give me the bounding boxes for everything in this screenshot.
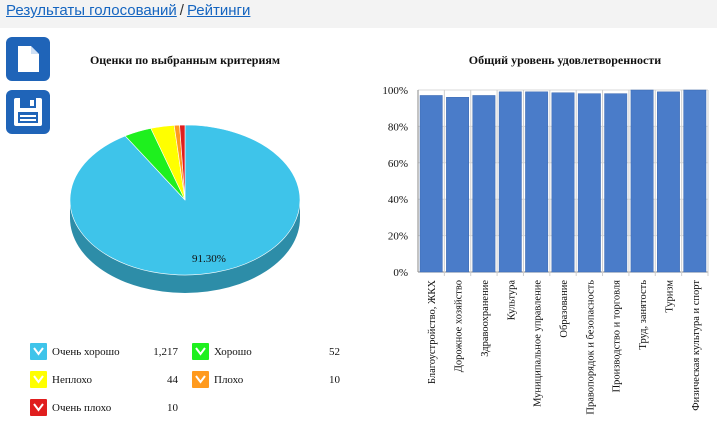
x-tick-label: Физическая культура и спорт [691,280,702,411]
y-tick-label: 40% [388,194,408,206]
y-tick-label: 60% [388,158,408,170]
breadcrumb-link-voting-results[interactable]: Результаты голосований [6,2,177,19]
floppy-disk-icon [14,98,42,126]
legend-item-good[interactable]: Хорошо 52 [192,342,352,362]
x-tick-label: Производство и торговля [612,280,623,393]
pie-chart: 91.30% [60,115,310,305]
legend-count: 1,217 [153,346,178,358]
y-tick-label: 80% [388,121,408,133]
pie-depth [70,200,300,293]
chevron-down-icon [192,343,209,360]
pie-slice-very-good[interactable] [69,124,301,276]
legend-label: Плохо [214,374,244,386]
bar[interactable] [657,91,680,273]
chevron-down-icon [30,399,47,416]
legend-item-not-bad[interactable]: Неплохо 44 [30,370,190,390]
legend-label: Неплохо [52,374,93,386]
x-tick-label: Туризм [664,280,675,313]
legend-label: Хорошо [214,346,252,358]
bar[interactable] [498,91,522,273]
x-tick-label: Муниципальное управление [533,280,544,407]
legend-count: 10 [329,374,340,386]
bar[interactable] [683,89,707,273]
x-tick-label: Правопорядок и безопасность [585,280,596,415]
chevron-down-icon [30,343,47,360]
x-tick-label: Образование [559,280,570,338]
new-document-button[interactable] [6,37,50,81]
x-tick-label: Дорожное хозяйство [454,280,465,372]
bar[interactable] [630,89,654,273]
bar-chart: 0% 20% 40% 60% 80% 100% Благоустройство, ЖКХ До… [370,80,715,435]
bar[interactable] [419,95,443,273]
chevron-down-icon [192,371,209,388]
chevron-down-icon [30,371,47,388]
y-tick-label: 20% [388,231,408,243]
bar[interactable] [577,93,601,273]
legend-label: Очень хорошо [52,346,120,358]
legend-count: 52 [329,346,340,358]
breadcrumb-separator: / [179,2,184,19]
bar[interactable] [525,91,549,273]
y-tick-label: 100% [382,85,408,97]
legend-item-very-bad[interactable]: Очень плохо 10 [30,398,190,418]
legend-label: Очень плохо [52,402,112,414]
pie-chart-title: Оценки по выбранным критериям [89,53,281,67]
x-tick-label: Культура [506,280,517,321]
bar[interactable] [446,97,469,273]
breadcrumb-link-ratings[interactable]: Рейтинги [186,2,251,19]
y-tick-label: 0% [393,267,408,279]
pie-slice-very-bad[interactable] [179,124,186,201]
x-tick-label: Здравоохранение [480,280,491,357]
bar-chart-title: Общий уровень удовлетворенности [468,53,662,67]
bar[interactable] [551,92,575,273]
legend-count: 10 [167,402,178,414]
bar[interactable] [604,93,628,273]
breadcrumb: Результаты голосований / Рейтинги [0,0,717,28]
legend-item-bad[interactable]: Плохо 10 [192,370,352,390]
x-tick-label: Труд, занятость [638,280,649,350]
legend-count: 44 [167,374,178,386]
x-tick-label: Благоустройство, ЖКХ [427,280,438,384]
save-button[interactable] [6,90,50,134]
legend-item-very-good[interactable]: Очень хорошо 1,217 [30,342,190,362]
pie-legend: Очень хорошо 1,217 Хорошо 52 Неплохо 44 Плохо 1… [30,342,360,432]
document-icon [18,46,39,72]
pie-percent-label: 91.30% [192,253,226,265]
bar[interactable] [472,95,496,273]
